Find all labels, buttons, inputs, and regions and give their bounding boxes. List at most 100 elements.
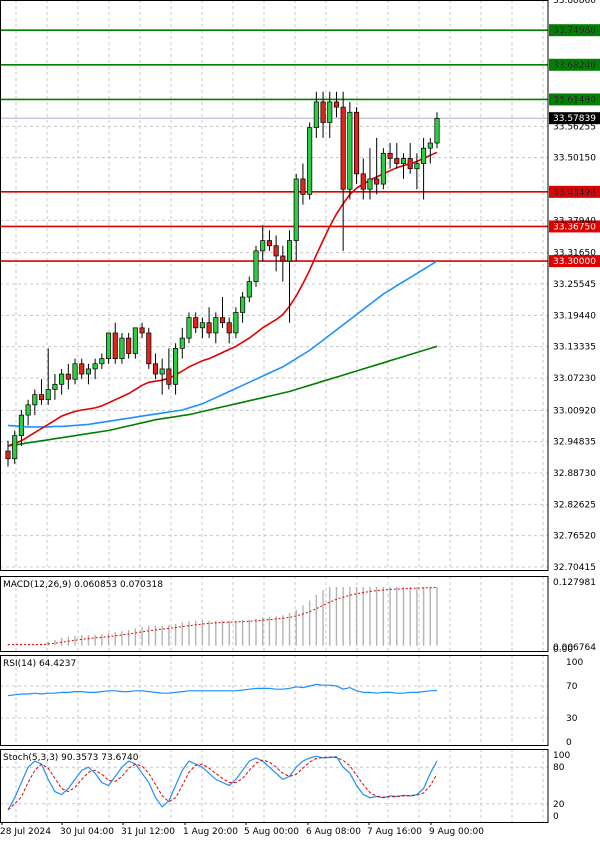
candle <box>206 307 212 339</box>
candle-body <box>126 337 132 354</box>
candle-body <box>132 327 138 354</box>
candle-body <box>65 373 71 380</box>
candle-body <box>146 332 152 365</box>
candle-body <box>367 178 373 190</box>
panel-frame <box>0 749 549 823</box>
candle <box>32 389 38 416</box>
candle-body <box>240 296 246 313</box>
candle-body <box>226 322 232 334</box>
candle <box>52 374 58 400</box>
candle-body <box>233 312 239 334</box>
candle-body <box>186 317 192 339</box>
rsi-tick-label: 70 <box>566 682 578 692</box>
price-tick-label: 33.25545 <box>553 280 596 290</box>
candle <box>92 358 98 380</box>
candle-body <box>213 317 219 334</box>
candle-body <box>219 317 226 324</box>
candle <box>434 112 440 149</box>
price-level-label: 33.74980 <box>553 26 596 36</box>
panel-frame <box>0 655 549 746</box>
candle <box>146 327 152 369</box>
price-tick-label: 33.61490 <box>553 95 596 105</box>
candle <box>387 143 393 169</box>
price-tick-label: 33.80860 <box>553 0 596 6</box>
stoch-tick-label: 100 <box>553 751 570 761</box>
macd-panel: MACD(12,26,9) 0.060853 0.070318 0.127981 0… <box>3 578 596 655</box>
candle-body <box>99 358 105 365</box>
candle <box>186 312 192 344</box>
price-level-tag <box>549 255 600 268</box>
price-axis: 33.80860 33.74980 33.68240 33.61490 33.56255… <box>553 0 596 573</box>
candle-body <box>246 281 252 298</box>
candle-body <box>85 368 91 375</box>
candle-body <box>173 348 179 385</box>
price-level-label: 33.61490 <box>553 95 596 105</box>
price-tick-label: 32.76520 <box>553 532 596 542</box>
candle-body <box>380 152 386 185</box>
grid <box>0 0 548 822</box>
candle-body <box>12 435 18 460</box>
price-tick-label: 33.43490 <box>553 188 596 198</box>
candle <box>105 332 112 364</box>
price-tick-label: 33.00920 <box>553 406 596 416</box>
candle <box>12 430 18 464</box>
candle-body <box>52 383 58 390</box>
candle <box>25 399 31 426</box>
price-level-tag <box>549 220 600 233</box>
candle <box>407 143 413 174</box>
time-tick-label: 30 Jul 04:00 <box>60 827 114 837</box>
candle-body <box>253 250 259 282</box>
candle <box>374 137 380 195</box>
price-level-tag <box>549 185 600 198</box>
panel-frame <box>0 0 549 571</box>
candle <box>226 317 232 344</box>
price-level-tag <box>549 24 600 37</box>
candle-body <box>260 240 266 252</box>
candle <box>233 307 239 339</box>
price-tick-label: 32.94835 <box>553 438 596 448</box>
candle <box>286 230 293 323</box>
stoch-title: Stoch(5,3,3) 90.3573 73.6740 <box>3 753 139 763</box>
candle <box>266 230 272 251</box>
time-tick-label: 1 Aug 20:00 <box>183 827 238 837</box>
rsi-panel: RSI(14) 64.4237 100 70 30 0 <box>0 658 583 748</box>
candle <box>99 353 105 369</box>
candle-body <box>152 363 159 375</box>
candle <box>360 158 366 200</box>
candle <box>273 235 279 272</box>
price-tick-label: 33.56255 <box>553 122 596 132</box>
panel-frame <box>0 576 549 652</box>
support-resistance-lines: 33.74980 33.68240 33.61490 33.43490 33.36750… <box>0 24 600 267</box>
candle <box>260 225 266 262</box>
candle-body <box>280 255 286 262</box>
price-level-label: 33.30000 <box>553 257 596 267</box>
candle-body <box>266 240 272 247</box>
time-axis: 28 Jul 2024 30 Jul 04:00 31 Jul 12:00 1 Aug… <box>0 822 484 837</box>
candle <box>59 368 65 395</box>
candle <box>347 101 353 200</box>
stoch-k-line <box>7 755 438 811</box>
candle <box>340 91 346 251</box>
candle <box>45 348 51 405</box>
time-tick-label: 28 Jul 2024 <box>0 827 51 837</box>
price-tick-label: 33.50150 <box>553 154 596 164</box>
candle <box>394 143 400 169</box>
candle <box>173 343 179 395</box>
candle-body <box>45 389 51 401</box>
candle <box>5 440 11 467</box>
candle-body <box>38 394 45 401</box>
stoch-tick-label: 20 <box>553 800 565 810</box>
rsi-tick-label: 30 <box>566 714 578 724</box>
candle <box>213 312 219 344</box>
price-level-label: 33.68240 <box>553 61 596 71</box>
candle-body <box>206 322 212 334</box>
candle <box>65 363 71 390</box>
ma-green-line <box>7 345 438 447</box>
candle-body <box>340 106 346 190</box>
candle-body <box>79 363 85 375</box>
candle-body <box>313 101 319 128</box>
candle-body <box>327 101 333 123</box>
candle-body <box>333 101 340 108</box>
candle <box>246 276 252 303</box>
candle-body <box>139 327 145 334</box>
